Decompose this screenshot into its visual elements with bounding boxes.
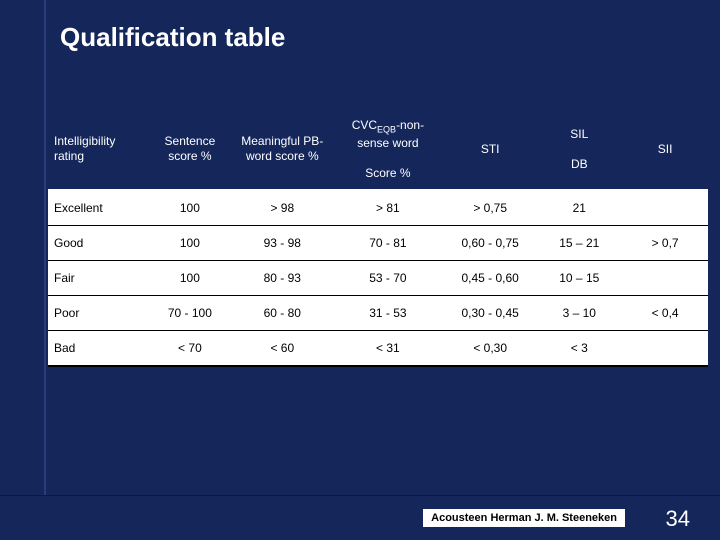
cell-sii bbox=[622, 330, 708, 366]
col-sti: STI bbox=[444, 110, 536, 190]
col-rating: Intelligibility rating bbox=[48, 110, 147, 190]
cell-sii: > 0,7 bbox=[622, 225, 708, 260]
cell-rating: Poor bbox=[48, 295, 147, 330]
cell-sti: 0,45 - 0,60 bbox=[444, 260, 536, 295]
cell-sti: 0,30 - 0,45 bbox=[444, 295, 536, 330]
cell-pb: 60 - 80 bbox=[233, 295, 332, 330]
cell-cvc: > 81 bbox=[332, 190, 444, 226]
cell-sil: 10 – 15 bbox=[536, 260, 622, 295]
cell-cvc: 70 - 81 bbox=[332, 225, 444, 260]
table-row: Bad < 70 < 60 < 31 < 0,30 < 3 bbox=[48, 330, 708, 366]
cell-sentence: 100 bbox=[147, 190, 233, 226]
cvc-sub: EQB bbox=[377, 124, 396, 134]
cell-sentence: < 70 bbox=[147, 330, 233, 366]
col-pbword: Meaningful PB-word score % bbox=[233, 110, 332, 190]
table-row: Poor 70 - 100 60 - 80 31 - 53 0,30 - 0,4… bbox=[48, 295, 708, 330]
cell-pb: 93 - 98 bbox=[233, 225, 332, 260]
cell-sii bbox=[622, 260, 708, 295]
col-sii: SII bbox=[622, 110, 708, 190]
cell-sti: 0,60 - 0,75 bbox=[444, 225, 536, 260]
footer-credit: Acousteen Herman J. M. Steeneken bbox=[423, 509, 625, 527]
table-row: Excellent 100 > 98 > 81 > 0,75 21 bbox=[48, 190, 708, 226]
cell-sil: 21 bbox=[536, 190, 622, 226]
cell-sil: 15 – 21 bbox=[536, 225, 622, 260]
table-row: Fair 100 80 - 93 53 - 70 0,45 - 0,60 10 … bbox=[48, 260, 708, 295]
cell-rating: Bad bbox=[48, 330, 147, 366]
cell-pb: < 60 bbox=[233, 330, 332, 366]
slide-title: Qualification table bbox=[60, 22, 285, 53]
cell-pb: > 98 bbox=[233, 190, 332, 226]
cell-cvc: 31 - 53 bbox=[332, 295, 444, 330]
cell-cvc: 53 - 70 bbox=[332, 260, 444, 295]
cell-rating: Excellent bbox=[48, 190, 147, 226]
cell-rating: Fair bbox=[48, 260, 147, 295]
cell-sentence: 100 bbox=[147, 225, 233, 260]
left-vertical-rule bbox=[44, 0, 46, 495]
cell-sii: < 0,4 bbox=[622, 295, 708, 330]
sil-bottom: DB bbox=[571, 157, 588, 171]
cell-sil: 3 – 10 bbox=[536, 295, 622, 330]
cell-sentence: 100 bbox=[147, 260, 233, 295]
cell-sii bbox=[622, 190, 708, 226]
cell-cvc: < 31 bbox=[332, 330, 444, 366]
cell-sti: < 0,30 bbox=[444, 330, 536, 366]
table-row: Good 100 93 - 98 70 - 81 0,60 - 0,75 15 … bbox=[48, 225, 708, 260]
cell-sentence: 70 - 100 bbox=[147, 295, 233, 330]
cell-sil: < 3 bbox=[536, 330, 622, 366]
qualification-table-container: Intelligibility rating Sentence score % … bbox=[48, 110, 708, 367]
cvc-top: CVC bbox=[352, 118, 377, 132]
sil-top: SIL bbox=[570, 127, 588, 141]
col-sentence: Sentence score % bbox=[147, 110, 233, 190]
cell-rating: Good bbox=[48, 225, 147, 260]
qualification-table: Intelligibility rating Sentence score % … bbox=[48, 110, 708, 367]
cell-sti: > 0,75 bbox=[444, 190, 536, 226]
col-sil: SIL DB bbox=[536, 110, 622, 190]
col-cvc: CVCEQB-non-sense word Score % bbox=[332, 110, 444, 190]
page-number: 34 bbox=[666, 506, 690, 532]
cell-pb: 80 - 93 bbox=[233, 260, 332, 295]
cvc-bottom: Score % bbox=[365, 166, 410, 180]
table-header-row: Intelligibility rating Sentence score % … bbox=[48, 110, 708, 190]
